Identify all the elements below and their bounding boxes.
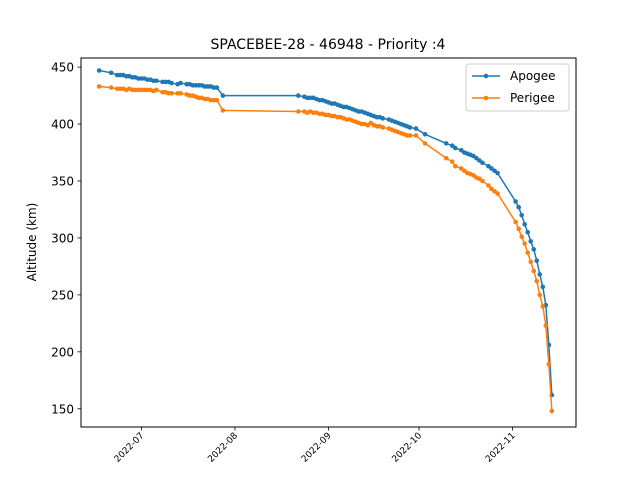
y-tick-label: 250 [51, 288, 74, 302]
apogee-data-point [169, 80, 174, 86]
perigee-data-point [480, 178, 485, 184]
perigee-data-point [214, 97, 220, 103]
perigee-data-point [486, 183, 491, 188]
perigee-data-point [516, 226, 521, 232]
apogee-data-point [480, 160, 485, 166]
apogee-data-point [531, 247, 537, 252]
perigee-data-point [525, 250, 531, 256]
apogee-data-point [525, 229, 531, 235]
chart-title: SPACEBEE-28 - 46948 - Priority :4 [211, 37, 446, 53]
perigee-data-point [413, 133, 419, 138]
y-ticks: 150 200 250 300 350 400 450 [51, 61, 81, 416]
apogee-data-point [220, 93, 226, 98]
y-axis-label: Altitude (km) [25, 203, 39, 282]
perigee-data-point [178, 91, 183, 96]
plot-area-frame [80, 57, 577, 428]
y-tick-label: 300 [51, 231, 74, 245]
perigee-data-point [422, 141, 428, 146]
perigee-data-point [543, 323, 549, 328]
perigee-data-point [528, 259, 534, 265]
apogee-data-point [296, 93, 301, 98]
apogee-data-point [452, 145, 458, 151]
perigee-data-point [537, 292, 543, 298]
y-tick-label: 150 [51, 402, 74, 416]
perigee-data-point [108, 85, 114, 90]
apogee-data-point [407, 125, 413, 130]
apogee-data-point [495, 170, 500, 176]
perigee-data-point [380, 125, 386, 130]
legend-perigee-label: Perigee [510, 91, 555, 105]
apogee-data-point [96, 68, 102, 73]
apogee-data-point [537, 272, 543, 277]
perigee-data-point [534, 278, 540, 284]
apogee-data-point [516, 204, 521, 210]
perigee-data-point [531, 268, 537, 274]
legend-apogee-marker [483, 73, 489, 79]
perigee-data-point [540, 303, 546, 309]
apogee-data-point [534, 258, 540, 264]
perigee-data-point [452, 163, 458, 169]
perigee-data-point [169, 91, 174, 96]
apogee-data-point [443, 141, 449, 146]
apogee-data-point [528, 239, 534, 244]
legend-apogee-label: Apogee [510, 69, 556, 83]
perigee-data-point [443, 155, 449, 161]
apogee-data-point [380, 116, 386, 121]
perigee-data-point [407, 133, 413, 138]
apogee-data-point [178, 80, 183, 86]
apogee-data-point [513, 199, 518, 204]
apogee-data-point [519, 212, 524, 218]
y-tick-label: 400 [51, 118, 74, 132]
perigee-data-point [519, 234, 524, 240]
legend: Apogee Perigee [465, 63, 570, 112]
apogee-data-point [154, 78, 159, 84]
perigee-data-point [546, 362, 552, 367]
perigee-data-point [96, 84, 102, 89]
y-tick-label: 450 [51, 61, 74, 75]
perigee-data-point [513, 219, 518, 225]
perigee-data-point [449, 159, 455, 164]
apogee-data-point [108, 70, 114, 76]
apogee-data-point [413, 126, 419, 131]
apogee-data-point [540, 284, 546, 290]
perigee-data-point [220, 108, 226, 113]
perigee-data-point [522, 241, 527, 246]
y-tick-label: 200 [51, 345, 74, 359]
series-layer [96, 68, 555, 414]
apogee-data-point [422, 132, 428, 137]
apogee-data-point [214, 85, 220, 90]
y-tick-label: 350 [51, 175, 74, 189]
perigee-data-point [296, 109, 301, 114]
legend-perigee-marker [483, 95, 489, 101]
perigee-data-point [495, 191, 500, 196]
apogee-data-point [522, 221, 527, 227]
perigee-data-point [154, 87, 159, 93]
perigee-data-point [549, 408, 555, 414]
